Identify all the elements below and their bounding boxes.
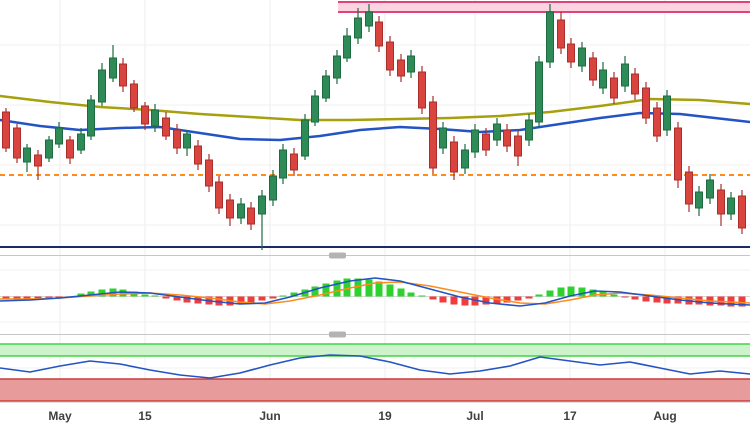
x-axis-labels: May 15 Jun 19 Jul 17 Aug (48, 409, 676, 423)
x-axis-label: Jun (259, 409, 280, 423)
panel-dividers (0, 252, 750, 338)
x-axis-label: May (48, 409, 72, 423)
macd-lines (0, 277, 750, 307)
x-axis-label: 17 (563, 409, 577, 423)
x-axis-label: 15 (138, 409, 152, 423)
resistance-zone (338, 1, 750, 13)
rsi-panel (0, 343, 750, 402)
gridlines (0, 0, 750, 402)
rsi-overbought-band (0, 344, 750, 356)
x-axis-label: 19 (378, 409, 392, 423)
panel-resize-handle[interactable] (329, 331, 346, 338)
x-axis-label: Aug (653, 409, 676, 423)
panel-resize-handle[interactable] (329, 252, 346, 259)
candles-group (2, 4, 746, 250)
rsi-line (0, 354, 750, 379)
rsi-oversold-band (0, 379, 750, 401)
moving-averages (0, 94, 750, 142)
x-axis-label: Jul (466, 409, 483, 423)
